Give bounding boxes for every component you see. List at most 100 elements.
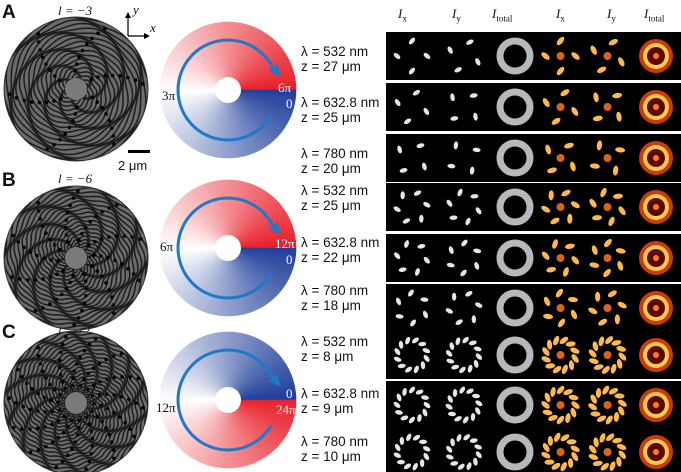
exp-intensity-image — [438, 134, 490, 182]
axes-indicator — [125, 12, 150, 39]
wl-b-0-z: z = 25 μm — [301, 198, 361, 213]
sim-intensity-image — [537, 381, 584, 429]
wl-a-0-lambda: λ = 532 nm — [301, 44, 369, 59]
x-axis-label: x — [150, 20, 156, 35]
wl-b-2-lambda: λ = 780 nm — [301, 283, 369, 298]
wl-c-1-lambda: λ = 632.8 nm — [301, 386, 380, 401]
l-label-a: l = −3 — [58, 3, 93, 18]
exp-intensity-image — [386, 134, 438, 182]
sim-intensity-image — [537, 83, 584, 131]
exp-intensity-image — [386, 284, 438, 332]
exp-intensity-image — [438, 381, 490, 429]
phase-zero-b: 0 — [286, 252, 293, 267]
wl-c-2-z: z = 10 μm — [301, 449, 361, 464]
sim-intensity-image — [584, 331, 631, 379]
sim-intensity-image — [631, 183, 681, 231]
exp-intensity-image — [490, 183, 540, 231]
sim-intensity-image — [537, 134, 584, 182]
header-sim-ix: Ix — [556, 6, 565, 24]
metasurface-disc-b — [3, 185, 149, 331]
exp-intensity-image — [438, 284, 490, 332]
scale-bar-label: 2 μm — [118, 158, 148, 173]
phase-wheel-b — [159, 179, 297, 317]
panel-letter-c: C — [2, 322, 16, 343]
header-exp-itotal: Itotal — [492, 6, 513, 24]
y-axis-label: y — [133, 2, 139, 17]
phase-wheel-a — [159, 21, 297, 159]
wl-b-2-z: z = 18 μm — [301, 298, 361, 313]
exp-intensity-image — [490, 428, 540, 472]
header-sim-itotal: Itotal — [644, 6, 665, 24]
sim-intensity-image — [631, 284, 681, 332]
exp-intensity-image — [490, 32, 540, 80]
header-exp-iy: Iy — [452, 6, 461, 24]
wl-c-1-z: z = 9 μm — [301, 401, 354, 416]
sim-intensity-image — [537, 331, 584, 379]
exp-intensity-image — [490, 234, 540, 282]
wl-b-1-lambda: λ = 632.8 nm — [301, 235, 380, 250]
exp-intensity-image — [438, 331, 490, 379]
sim-intensity-image — [584, 381, 631, 429]
phase-mid-b: 6π — [160, 239, 174, 254]
exp-intensity-image — [438, 428, 490, 472]
scale-bar — [128, 150, 150, 153]
sim-intensity-image — [584, 183, 631, 231]
exp-intensity-image — [490, 284, 540, 332]
exp-intensity-image — [386, 381, 438, 429]
sim-intensity-image — [537, 234, 584, 282]
phase-hi-b: 12π — [275, 236, 295, 251]
wl-b-1-z: z = 22 μm — [301, 250, 361, 265]
exp-intensity-image — [386, 32, 438, 80]
exp-intensity-image — [490, 134, 540, 182]
exp-intensity-image — [438, 234, 490, 282]
phase-mid-a: 3π — [162, 88, 176, 103]
exp-intensity-image — [490, 83, 540, 131]
wl-a-2-z: z = 20 μm — [301, 161, 361, 176]
sim-intensity-image — [584, 134, 631, 182]
exp-intensity-image — [490, 331, 540, 379]
sim-intensity-image — [584, 234, 631, 282]
exp-intensity-image — [438, 183, 490, 231]
sim-intensity-image — [631, 234, 681, 282]
exp-intensity-image — [386, 331, 438, 379]
sim-intensity-image — [631, 83, 681, 131]
phase-mid-c: 12π — [156, 400, 176, 415]
sim-intensity-image — [631, 381, 681, 429]
metasurface-disc-a — [3, 16, 149, 162]
sim-intensity-image — [584, 83, 631, 131]
panel-letter-a: A — [2, 2, 16, 23]
sim-intensity-image — [631, 428, 681, 472]
sim-intensity-image — [584, 428, 631, 472]
metasurface-disc-c — [3, 330, 149, 472]
wl-c-0-z: z = 8 μm — [301, 349, 354, 364]
panel-letter-b: B — [2, 170, 16, 191]
wl-c-0-lambda: λ = 532 nm — [301, 334, 369, 349]
exp-intensity-image — [438, 83, 490, 131]
exp-intensity-image — [490, 381, 540, 429]
sim-intensity-image — [537, 183, 584, 231]
exp-intensity-image — [386, 428, 438, 472]
sim-intensity-image — [584, 284, 631, 332]
sim-intensity-image — [537, 428, 584, 472]
sim-intensity-image — [537, 32, 584, 80]
header-sim-iy: Iy — [607, 6, 616, 24]
phase-zero-c: 0 — [286, 386, 293, 401]
exp-intensity-image — [438, 32, 490, 80]
wl-b-0-lambda: λ = 532 nm — [301, 183, 369, 198]
header-exp-ix: Ix — [398, 6, 407, 24]
wl-a-1-lambda: λ = 632.8 nm — [301, 95, 380, 110]
exp-intensity-image — [386, 234, 438, 282]
sim-intensity-image — [537, 284, 584, 332]
phase-hi-a: 6π — [278, 80, 292, 95]
phase-hi-c: 24π — [276, 402, 296, 417]
sim-intensity-image — [584, 32, 631, 80]
wl-c-2-lambda: λ = 780 nm — [301, 434, 369, 449]
phase-zero-a: 0 — [286, 96, 293, 111]
l-label-b: l = −6 — [58, 171, 93, 186]
sim-intensity-image — [631, 32, 681, 80]
wl-a-1-z: z = 25 μm — [301, 110, 361, 125]
phase-wheel-c — [159, 331, 297, 469]
sim-intensity-image — [631, 331, 681, 379]
wl-a-2-lambda: λ = 780 nm — [301, 146, 369, 161]
